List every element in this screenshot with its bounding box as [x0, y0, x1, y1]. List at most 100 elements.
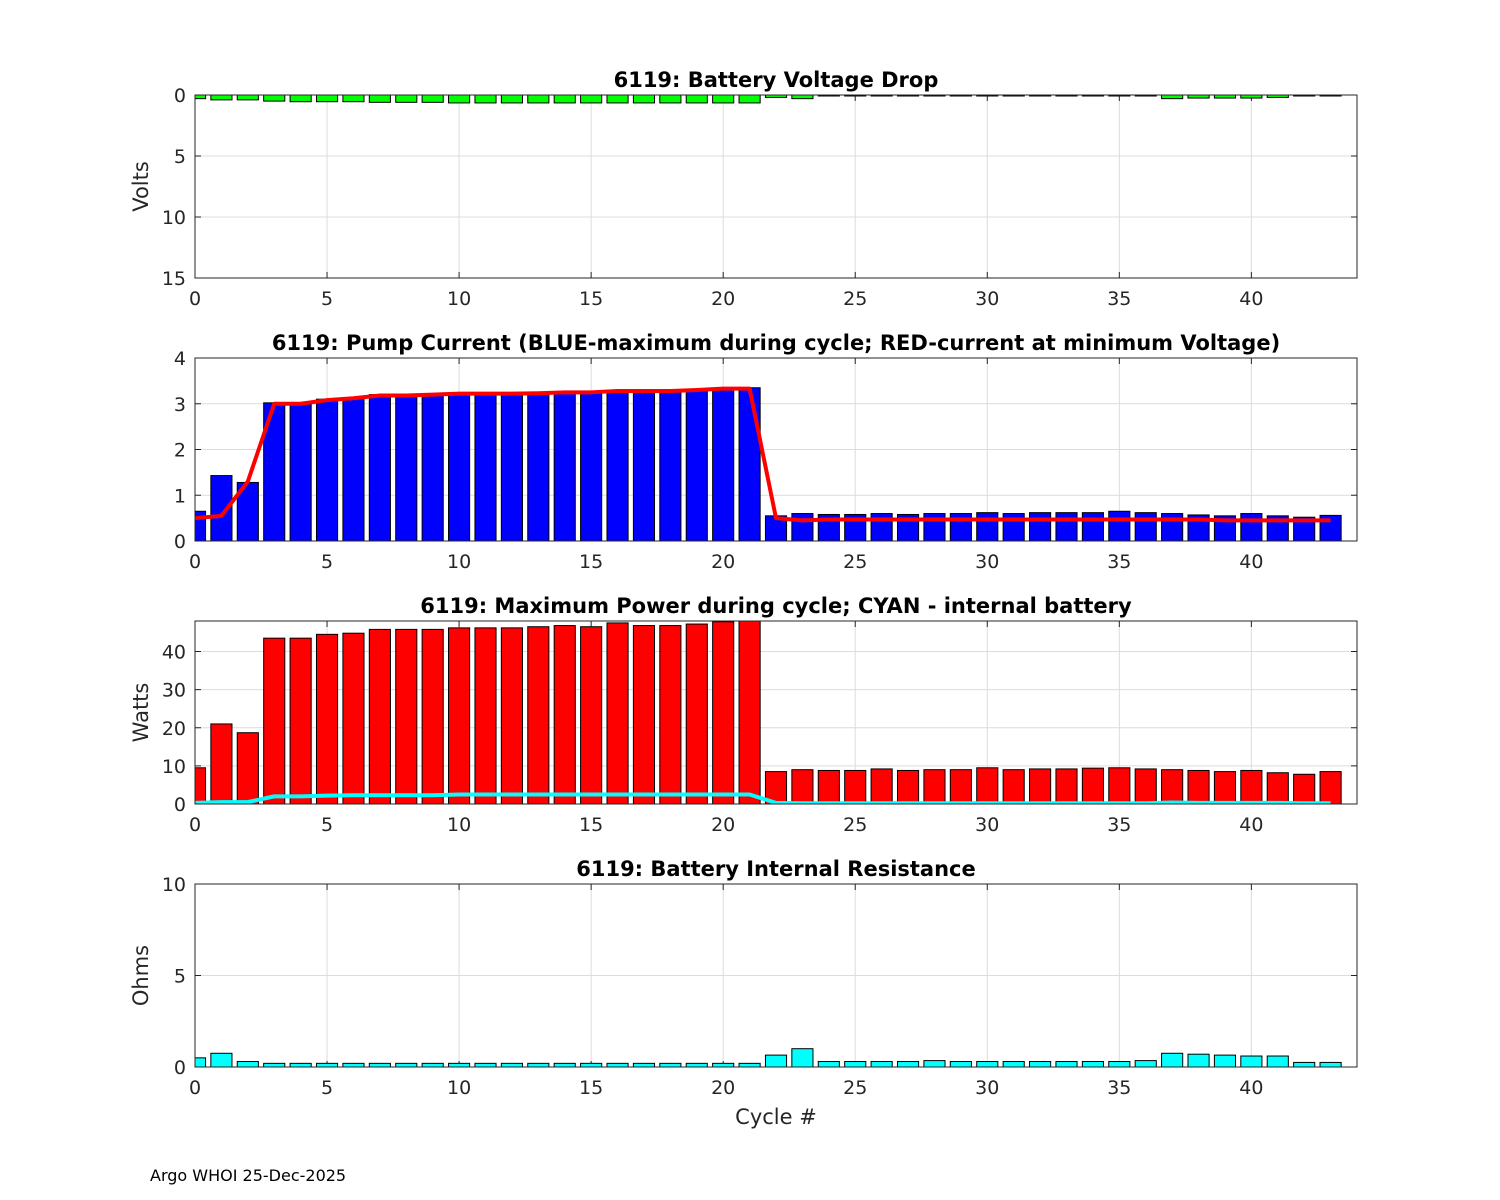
x-tick-label: 40 — [1239, 1077, 1263, 1099]
bar — [896, 769, 920, 804]
bar — [368, 628, 391, 804]
bar — [632, 95, 656, 104]
bar — [817, 1061, 840, 1067]
bar — [1081, 512, 1104, 541]
bar — [1161, 769, 1184, 804]
bar — [553, 391, 576, 541]
x-tick-label: 35 — [1107, 551, 1131, 573]
bar — [368, 95, 391, 103]
axes-box — [194, 883, 1358, 1068]
bar — [1240, 95, 1263, 99]
bar — [659, 625, 682, 804]
bar — [1134, 1060, 1157, 1067]
bar — [500, 392, 523, 541]
x-tick-label: 5 — [321, 551, 333, 573]
bar — [580, 95, 603, 104]
bar — [210, 723, 233, 804]
bar — [738, 387, 761, 541]
bar — [315, 398, 339, 541]
bar — [1240, 513, 1263, 541]
bar — [1187, 769, 1210, 804]
bar — [315, 95, 339, 103]
bar — [342, 1062, 365, 1067]
x-tick-label: 10 — [447, 551, 471, 573]
x-tick-label: 0 — [189, 1077, 201, 1099]
bar — [1055, 768, 1078, 804]
bar — [527, 392, 550, 541]
bar — [1293, 516, 1316, 541]
bar — [395, 628, 418, 804]
bar — [976, 512, 999, 541]
x-tick-label: 35 — [1107, 1077, 1131, 1099]
bar — [342, 95, 365, 103]
x-tick-label: 30 — [975, 814, 999, 836]
axes-box — [194, 620, 1358, 805]
bar — [1134, 512, 1157, 541]
bar — [738, 621, 761, 804]
bar — [764, 1054, 788, 1067]
x-tick-label: 0 — [189, 288, 201, 310]
bar — [500, 627, 523, 804]
bar — [1029, 512, 1052, 541]
footer-text: Argo WHOI 25-Dec-2025 — [150, 1166, 347, 1185]
bar — [289, 637, 312, 804]
y-tick-label: 1 — [174, 485, 186, 507]
bar — [448, 1062, 471, 1067]
bar — [263, 1062, 286, 1067]
chart-panel-1: 0 5 10 15 20 25 30 35 40 0 5 10 15 6119: Battery Volt… — [129, 68, 1358, 310]
chart-panel-2: 0 5 10 15 20 25 30 35 40 0 1 2 3 4 6119: Pump Current … — [174, 331, 1358, 573]
bar — [712, 95, 735, 104]
bar — [474, 392, 497, 541]
bar — [1002, 769, 1025, 804]
bar — [1187, 95, 1210, 99]
x-tick-label: 15 — [579, 551, 603, 573]
bar — [764, 771, 788, 804]
bar — [210, 1052, 233, 1067]
bar — [1108, 510, 1131, 541]
bar — [606, 389, 629, 541]
bar — [685, 95, 708, 104]
y-axis-label: Ohms — [129, 945, 153, 1006]
x-tick-label: 40 — [1239, 814, 1263, 836]
x-tick-label: 25 — [843, 1077, 867, 1099]
bar — [606, 1062, 629, 1067]
bar — [632, 1062, 656, 1067]
bar — [395, 1062, 418, 1067]
chart-title: 6119: Battery Internal Resistance — [576, 857, 976, 881]
bar — [580, 391, 603, 541]
bar — [500, 95, 523, 104]
bar — [791, 1048, 814, 1067]
bar — [1266, 1055, 1289, 1067]
bar — [870, 1061, 893, 1067]
bar — [1319, 1061, 1342, 1067]
bar — [474, 1062, 497, 1067]
bar — [315, 633, 339, 804]
bar — [1055, 1061, 1078, 1067]
bar — [553, 1062, 576, 1067]
chart-panel-4: 0 5 10 15 20 25 30 35 40 0 5 10 6119: Battery Intern… — [129, 857, 1358, 1129]
bar — [1161, 1052, 1184, 1067]
y-tick-label: 10 — [162, 874, 186, 896]
bar — [1081, 767, 1104, 804]
bar — [896, 1061, 920, 1067]
x-tick-label: 10 — [447, 814, 471, 836]
bar — [421, 628, 444, 804]
bar — [421, 1062, 444, 1067]
bar — [1266, 95, 1289, 98]
bar — [395, 394, 418, 541]
bar — [289, 402, 312, 541]
y-tick-label: 3 — [174, 394, 186, 416]
bar — [263, 95, 286, 102]
bar — [685, 389, 708, 541]
bar — [236, 1061, 259, 1067]
bar — [791, 769, 814, 804]
bar — [553, 95, 576, 104]
line-series — [195, 386, 1331, 523]
y-tick-label: 0 — [174, 531, 186, 553]
bar — [1293, 773, 1316, 804]
bar — [263, 637, 286, 804]
bar — [1187, 1053, 1210, 1067]
bar — [342, 397, 365, 541]
x-tick-label: 25 — [843, 814, 867, 836]
x-tick-label: 15 — [579, 814, 603, 836]
